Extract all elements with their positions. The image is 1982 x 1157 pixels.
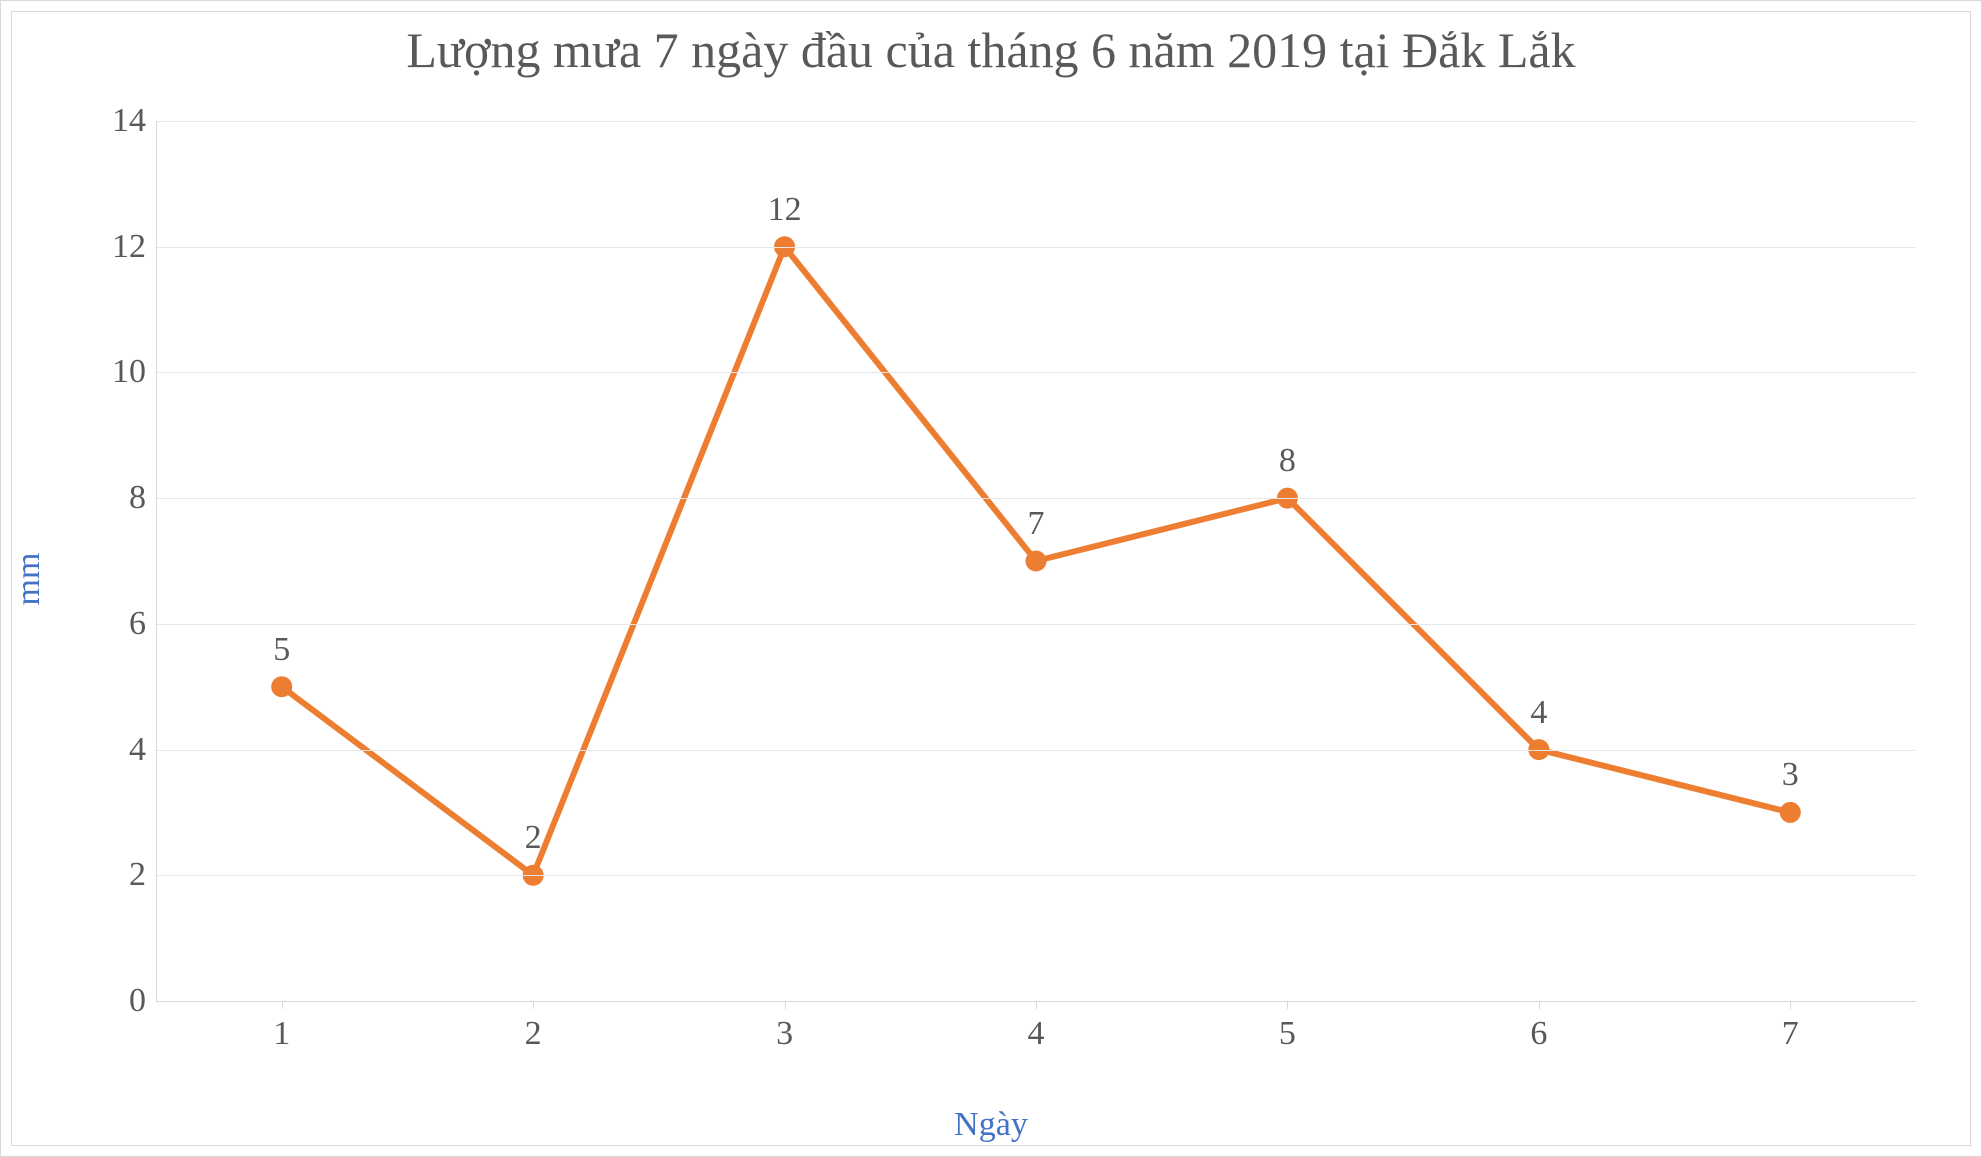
chart-container: Lượng mưa 7 ngày đầu của tháng 6 năm 201…	[0, 0, 1982, 1157]
data-label: 2	[525, 819, 542, 857]
y-axis-line	[156, 121, 157, 1001]
data-label: 3	[1782, 756, 1799, 794]
data-label: 8	[1279, 442, 1296, 480]
data-marker	[272, 677, 292, 697]
data-label: 12	[768, 191, 802, 229]
line-svg-layer	[156, 121, 1916, 1001]
data-label: 4	[1530, 694, 1547, 732]
gridline	[156, 372, 1916, 373]
x-tick-mark	[1539, 1001, 1540, 1009]
gridline	[156, 247, 1916, 248]
data-label: 5	[273, 631, 290, 669]
x-axis-title: Ngày	[1, 1106, 1981, 1144]
gridline	[156, 624, 1916, 625]
gridline	[156, 498, 1916, 499]
y-tick-label: 4	[86, 731, 146, 769]
y-tick-label: 6	[86, 605, 146, 643]
x-tick-label: 3	[776, 1015, 793, 1053]
data-marker	[1780, 802, 1800, 822]
y-tick-label: 0	[86, 982, 146, 1020]
x-tick-label: 4	[1028, 1015, 1045, 1053]
y-tick-label: 10	[86, 353, 146, 391]
y-tick-label: 14	[86, 102, 146, 140]
x-tick-label: 7	[1782, 1015, 1799, 1053]
x-tick-label: 2	[525, 1015, 542, 1053]
chart-title: Lượng mưa 7 ngày đầu của tháng 6 năm 201…	[1, 21, 1981, 79]
data-label: 7	[1028, 505, 1045, 543]
y-tick-label: 2	[86, 856, 146, 894]
x-tick-label: 1	[273, 1015, 290, 1053]
x-tick-mark	[1790, 1001, 1791, 1009]
x-tick-mark	[533, 1001, 534, 1009]
x-tick-label: 5	[1279, 1015, 1296, 1053]
x-tick-mark	[785, 1001, 786, 1009]
data-marker	[1026, 551, 1046, 571]
plot-area: 02468101214123456752127843	[156, 121, 1916, 1001]
gridline	[156, 750, 1916, 751]
gridline	[156, 121, 1916, 122]
x-tick-mark	[282, 1001, 283, 1009]
x-tick-label: 6	[1530, 1015, 1547, 1053]
y-axis-title: mm	[10, 552, 48, 605]
x-tick-mark	[1287, 1001, 1288, 1009]
x-tick-mark	[1036, 1001, 1037, 1009]
gridline	[156, 875, 1916, 876]
y-tick-label: 8	[86, 479, 146, 517]
y-tick-label: 12	[86, 228, 146, 266]
